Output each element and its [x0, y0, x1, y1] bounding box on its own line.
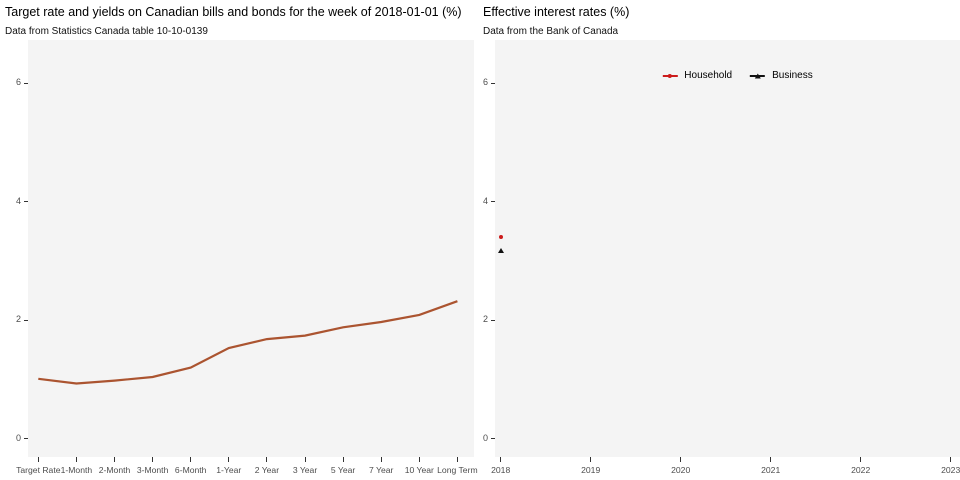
legend-key-circle-icon [662, 73, 678, 78]
data-point-household [498, 234, 503, 239]
x-tick-label: 10 Year [404, 465, 434, 475]
y-tick-mark [24, 438, 28, 439]
x-tick-mark [500, 457, 502, 462]
x-tick-mark [590, 457, 592, 462]
y-tick-mark [24, 201, 28, 203]
y-tick-label: 4 [15, 195, 21, 206]
legend-label: Business [772, 70, 813, 81]
x-tick-label: 2020 [671, 465, 691, 475]
x-tick-label: Long Term [437, 465, 478, 475]
x-tick-mark [152, 457, 154, 462]
legend-circle-marker-icon [667, 73, 672, 78]
x-tick-mark [266, 457, 268, 462]
x-tick-mark [380, 457, 382, 462]
legend-triangle-marker-icon [754, 73, 761, 78]
data-point-business [497, 248, 504, 254]
y-tick-mark [491, 201, 495, 203]
x-tick-label: 2023 [941, 465, 960, 475]
x-tick-mark [860, 457, 862, 462]
legend: Household Business [662, 70, 813, 81]
x-tick-mark [37, 457, 39, 462]
x-tick-label: 6-Month [174, 465, 207, 475]
x-tick-label: 7 Year [369, 465, 394, 475]
legend-label: Household [684, 70, 733, 81]
x-tick-mark [680, 457, 682, 462]
y-tick-mark [24, 82, 28, 84]
x-tick-label: Target Rate [16, 465, 61, 475]
x-tick-mark [304, 457, 306, 462]
y-tick-mark [491, 82, 495, 84]
y-tick-label: 6 [15, 77, 21, 88]
y-tick-label: 6 [482, 77, 488, 88]
x-tick-label: 2 Year [254, 465, 280, 475]
x-tick-mark [418, 457, 420, 462]
x-tick-label: 3 Year [292, 465, 318, 475]
x-tick-mark [342, 457, 344, 462]
x-tick-mark [114, 457, 115, 462]
right-chart-title: Effective interest rates (%) [483, 5, 630, 19]
right-chart-subtitle: Data from the Bank of Canada [483, 26, 619, 37]
left-chart-title: Target rate and yields on Canadian bills… [5, 5, 462, 19]
x-tick-mark [770, 457, 772, 462]
legend-item-business: Business [750, 70, 813, 81]
left-plot-area [28, 40, 474, 457]
x-tick-label: 3-Month [136, 465, 169, 475]
x-tick-label: 2-Month [98, 465, 131, 475]
yield-curve-line [38, 300, 458, 385]
y-tick-label: 0 [482, 432, 488, 443]
x-tick-label: 2022 [851, 465, 871, 475]
x-tick-mark [456, 457, 458, 462]
x-tick-label: 1-Year [216, 465, 242, 475]
x-tick-mark [75, 457, 77, 462]
y-tick-mark [491, 438, 495, 439]
x-tick-mark [950, 457, 952, 462]
x-tick-mark [228, 457, 230, 462]
x-tick-label: 1-Month [60, 465, 93, 475]
x-tick-label: 5 Year [330, 465, 356, 475]
left-chart-subtitle: Data from Statistics Canada table 10-10-… [5, 26, 208, 37]
y-tick-label: 4 [482, 195, 488, 206]
x-tick-label: 2019 [581, 465, 601, 475]
legend-item-household: Household [662, 70, 732, 81]
y-tick-mark [491, 319, 495, 321]
legend-key-triangle-icon [750, 73, 766, 78]
x-tick-mark [190, 457, 192, 462]
y-tick-label: 0 [15, 432, 21, 443]
y-tick-label: 2 [482, 314, 488, 325]
y-tick-label: 2 [15, 314, 21, 325]
x-tick-label: 2021 [761, 465, 781, 475]
right-plot-area: Household Business [495, 40, 960, 457]
x-tick-label: 2018 [491, 465, 511, 475]
y-tick-mark [24, 319, 28, 321]
